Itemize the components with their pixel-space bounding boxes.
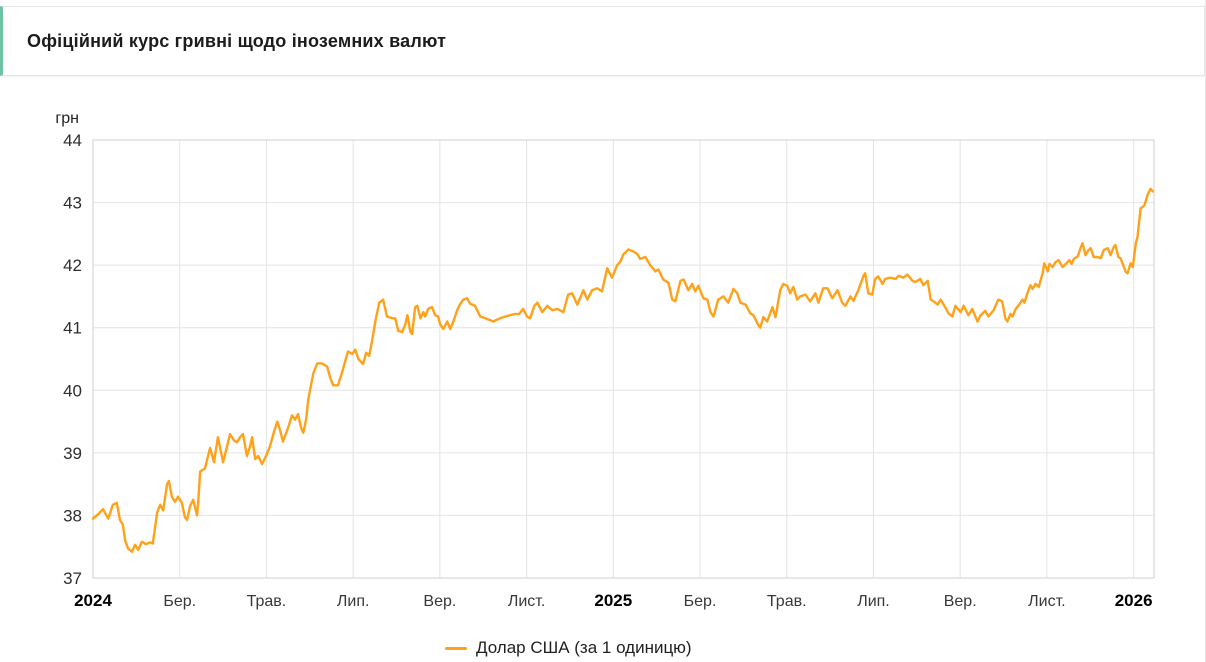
y-axis-tick-label: 41 — [63, 319, 82, 338]
legend-label: Долар США (за 1 одиницю) — [476, 638, 692, 657]
y-axis-tick-label: 44 — [63, 131, 82, 150]
x-axis-tick-label: Вер. — [423, 593, 456, 610]
plot-area[interactable] — [92, 139, 1155, 579]
page-title: Офіційний курс гривні щодо іноземних вал… — [27, 30, 447, 51]
legend-line-marker — [445, 646, 467, 650]
title-card: Офіційний курс гривні щодо іноземних вал… — [0, 6, 1205, 76]
y-axis-tick-label: 37 — [63, 569, 82, 588]
x-axis-tick-label: Трав. — [247, 593, 287, 610]
y-axis-tick-label: 43 — [63, 194, 82, 213]
x-axis-tick-label: 2026 — [1115, 591, 1153, 610]
series-line-usd[interactable] — [91, 187, 1154, 553]
x-axis-tick-label: Вер. — [944, 593, 977, 610]
x-axis-tick-label: Трав. — [767, 593, 807, 610]
y-axis-tick-label: 42 — [63, 256, 82, 275]
x-axis-tick-label: Бер. — [163, 593, 196, 610]
y-axis-unit-label: грн — [55, 110, 79, 127]
x-axis-tick-label: 2025 — [594, 591, 632, 610]
y-axis-tick-label: 40 — [63, 381, 82, 400]
y-axis-tick-label: 38 — [63, 506, 82, 525]
x-axis-tick-label: Лист. — [1028, 593, 1065, 610]
x-axis-tick-label: Лип. — [337, 593, 370, 610]
x-axis-tick-label: Лист. — [508, 593, 545, 610]
x-axis-tick-label: Бер. — [684, 593, 717, 610]
legend[interactable]: Долар США (за 1 одиницю) — [445, 636, 692, 660]
x-axis-tick-label: 2024 — [74, 591, 112, 610]
x-axis-tick-label: Лип. — [857, 593, 890, 610]
y-axis-tick-label: 39 — [63, 444, 82, 463]
